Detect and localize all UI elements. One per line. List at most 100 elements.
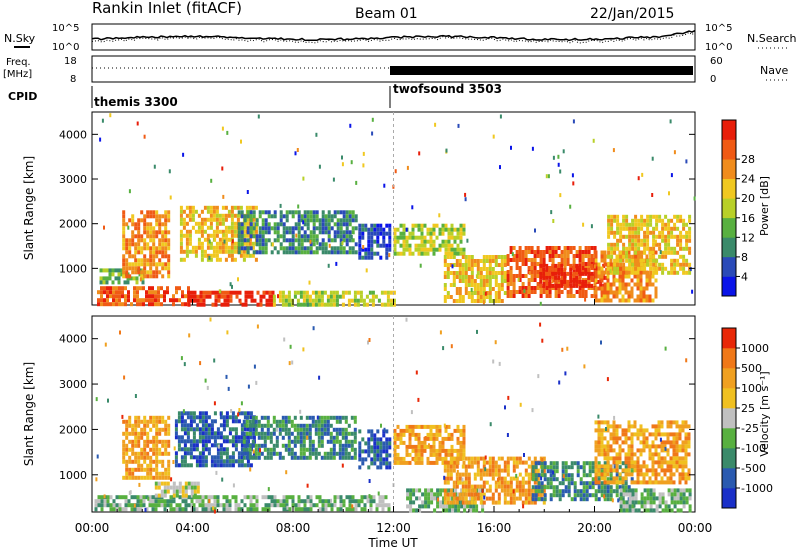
velocity-cell — [121, 507, 125, 512]
power-cell — [673, 262, 677, 267]
power-cell — [621, 282, 625, 287]
velocity-cell — [462, 432, 466, 437]
velocity-cell — [364, 441, 368, 446]
velocity-cell — [195, 459, 199, 464]
velocity-cell — [163, 503, 167, 508]
velocity-cell — [402, 460, 406, 465]
velocity-cell — [687, 424, 691, 429]
power-cell — [140, 234, 144, 239]
velocity-cell — [591, 485, 595, 490]
velocity-cell — [473, 496, 477, 501]
velocity-cell — [409, 504, 413, 509]
velocity-cell — [393, 456, 397, 461]
power-cell — [676, 242, 680, 247]
velocity-cell — [461, 484, 465, 489]
velocity-cell — [183, 447, 187, 452]
power-cell — [256, 290, 260, 295]
velocity-cell — [411, 444, 415, 449]
power-cell — [140, 274, 144, 279]
power-cell — [500, 267, 504, 271]
velocity-cell — [606, 440, 610, 445]
velocity-cell — [155, 475, 159, 480]
velocity-cell — [681, 456, 685, 461]
power-cell — [191, 209, 195, 214]
power-cell — [587, 246, 591, 250]
velocity-cell — [118, 503, 122, 508]
velocity-cell — [619, 492, 623, 497]
power-cell — [367, 247, 371, 252]
power-cell — [676, 234, 680, 239]
velocity-cell — [140, 463, 144, 468]
power-cell — [667, 222, 671, 227]
power-cell — [152, 210, 156, 215]
velocity-cell — [302, 443, 306, 448]
power-cell — [539, 286, 543, 290]
power-cell — [682, 222, 686, 227]
power-cell — [452, 263, 456, 267]
velocity-cell — [164, 471, 168, 476]
velocity-cell — [317, 419, 321, 424]
velocity-cell — [341, 447, 345, 452]
power-cell — [152, 254, 156, 259]
velocity-cell — [456, 428, 460, 433]
power-echo — [637, 176, 640, 181]
power-cell — [149, 262, 153, 267]
power-cell — [312, 218, 316, 223]
velocity-cell — [681, 424, 685, 429]
power-cell — [146, 274, 150, 279]
velocity-cell — [157, 493, 161, 498]
velocity-cell — [636, 472, 640, 477]
velocity-cell — [148, 503, 152, 508]
power-cell — [679, 230, 683, 235]
power-cell — [389, 302, 393, 307]
velocity-cell — [216, 455, 220, 460]
velocity-cell — [455, 456, 459, 461]
power-cell — [545, 294, 549, 298]
velocity-cell — [139, 503, 143, 508]
velocity-cell — [459, 444, 463, 449]
power-cell — [347, 290, 351, 295]
power-cell — [243, 218, 247, 223]
power-cell — [326, 298, 330, 303]
velocity-cell — [385, 429, 389, 434]
velocity-cell — [456, 424, 460, 429]
power-cell — [429, 239, 433, 244]
power-cell — [622, 254, 626, 259]
power-cell — [658, 262, 662, 267]
velocity-cell — [597, 489, 601, 494]
power-cell — [488, 299, 492, 303]
velocity-cell — [582, 469, 586, 474]
velocity-cell — [167, 451, 171, 456]
power-cell — [121, 294, 124, 299]
velocity-cell — [603, 485, 607, 490]
power-cell — [166, 286, 169, 291]
power-cell — [291, 234, 295, 239]
velocity-cell — [201, 435, 205, 440]
velocity-cell — [373, 449, 377, 454]
power-cell — [383, 290, 387, 295]
power-cell — [584, 254, 588, 258]
velocity-cell — [441, 456, 445, 461]
velocity-cell — [178, 481, 182, 486]
velocity-cell — [240, 499, 244, 504]
velocity-cell — [433, 492, 437, 497]
power-cell — [506, 286, 510, 290]
power-cell — [258, 230, 262, 235]
power-cell — [359, 290, 363, 295]
power-cell — [122, 226, 126, 231]
velocity-cell — [537, 485, 541, 490]
velocity-cell — [631, 500, 635, 505]
velocity-cell — [299, 423, 303, 428]
power-cell — [197, 221, 201, 226]
power-cell — [385, 243, 389, 248]
power-cell — [342, 230, 346, 235]
velocity-cell — [654, 428, 658, 433]
power-cell — [447, 251, 451, 256]
power-cell — [284, 294, 288, 299]
velocity-cell — [225, 507, 229, 512]
power-cell — [172, 294, 175, 299]
velocity-cell — [639, 480, 643, 485]
power-cell — [426, 231, 430, 236]
power-cell — [245, 205, 249, 210]
velocity-cell — [219, 459, 223, 464]
